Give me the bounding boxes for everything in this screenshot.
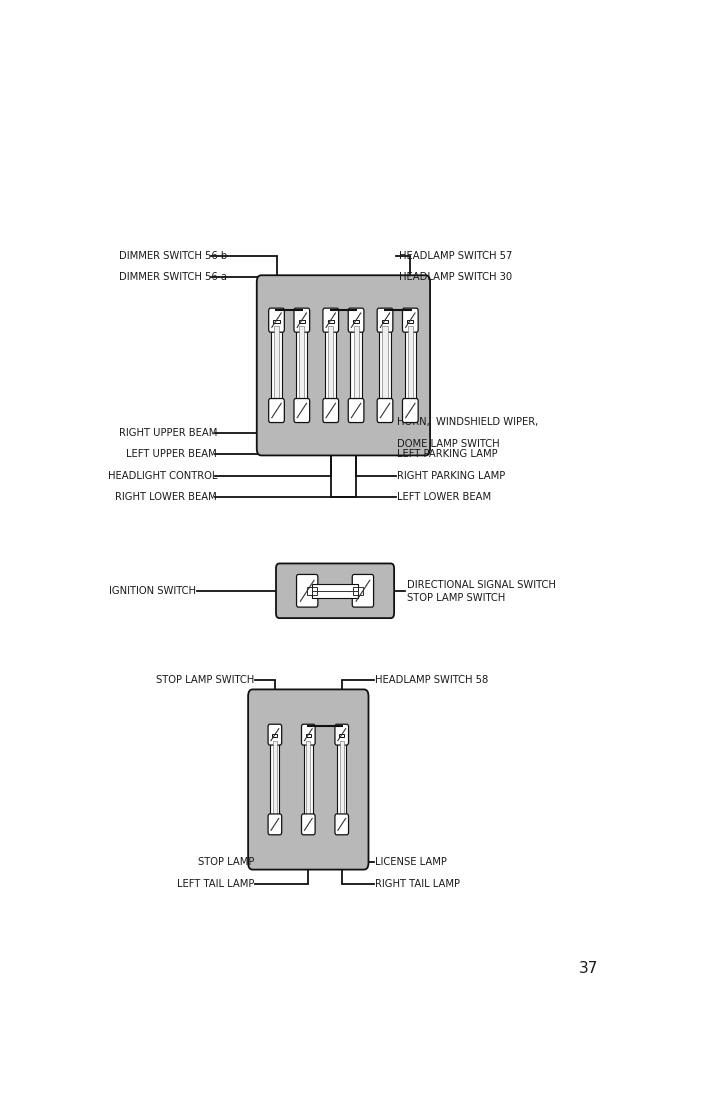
- FancyBboxPatch shape: [269, 398, 284, 423]
- FancyBboxPatch shape: [323, 308, 339, 333]
- Bar: [270, 736, 280, 823]
- Text: HEADLAMP SWITCH 30: HEADLAMP SWITCH 30: [399, 273, 512, 283]
- Text: LEFT LOWER BEAM: LEFT LOWER BEAM: [398, 492, 492, 502]
- Bar: [312, 587, 316, 594]
- Bar: [325, 322, 336, 408]
- Text: LEFT UPPER BEAM: LEFT UPPER BEAM: [126, 449, 217, 459]
- FancyBboxPatch shape: [335, 724, 349, 745]
- Bar: [383, 326, 388, 405]
- Bar: [299, 326, 304, 405]
- FancyBboxPatch shape: [257, 275, 430, 456]
- Text: LICENSE LAMP: LICENSE LAMP: [375, 857, 447, 867]
- FancyBboxPatch shape: [248, 690, 368, 869]
- FancyBboxPatch shape: [296, 574, 318, 607]
- Bar: [380, 322, 390, 408]
- FancyBboxPatch shape: [268, 814, 282, 835]
- FancyBboxPatch shape: [268, 724, 282, 745]
- FancyBboxPatch shape: [403, 308, 418, 333]
- Bar: [303, 736, 313, 823]
- Text: IGNITION SWITCH: IGNITION SWITCH: [109, 586, 196, 596]
- Bar: [273, 822, 278, 825]
- Bar: [407, 408, 413, 411]
- Text: STOP LAMP SWITCH: STOP LAMP SWITCH: [408, 593, 505, 603]
- Bar: [354, 326, 359, 405]
- Text: HORN,  WINDSHIELD WIPER,: HORN, WINDSHIELD WIPER,: [398, 417, 539, 427]
- Bar: [273, 408, 280, 411]
- FancyBboxPatch shape: [269, 308, 284, 333]
- Bar: [274, 326, 279, 405]
- Text: HEADLAMP SWITCH 58: HEADLAMP SWITCH 58: [375, 674, 488, 684]
- Text: RIGHT LOWER BEAM: RIGHT LOWER BEAM: [115, 492, 217, 502]
- Bar: [306, 741, 311, 818]
- Text: LEFT PARKING LAMP: LEFT PARKING LAMP: [398, 449, 498, 459]
- Bar: [311, 583, 359, 598]
- Bar: [353, 319, 360, 323]
- Bar: [306, 734, 311, 737]
- Bar: [382, 319, 388, 323]
- FancyBboxPatch shape: [377, 398, 393, 423]
- Bar: [405, 322, 416, 408]
- Bar: [350, 322, 362, 408]
- Text: 37: 37: [579, 960, 598, 976]
- Text: RIGHT UPPER BEAM: RIGHT UPPER BEAM: [119, 428, 217, 438]
- Bar: [306, 822, 311, 825]
- FancyBboxPatch shape: [377, 308, 393, 333]
- Bar: [339, 822, 344, 825]
- Bar: [407, 319, 413, 323]
- Bar: [354, 587, 358, 594]
- Text: STOP LAMP SWITCH: STOP LAMP SWITCH: [156, 674, 255, 684]
- FancyBboxPatch shape: [348, 308, 364, 333]
- Text: RIGHT PARKING LAMP: RIGHT PARKING LAMP: [398, 470, 505, 480]
- Bar: [273, 741, 277, 818]
- Bar: [328, 408, 334, 411]
- FancyBboxPatch shape: [301, 814, 315, 835]
- Text: HEADLIGHT CONTROL: HEADLIGHT CONTROL: [108, 470, 217, 480]
- Bar: [337, 736, 347, 823]
- Bar: [271, 322, 282, 408]
- Text: RIGHT TAIL LAMP: RIGHT TAIL LAMP: [375, 878, 460, 888]
- Bar: [299, 319, 305, 323]
- Text: DIRECTIONAL SIGNAL SWITCH: DIRECTIONAL SIGNAL SWITCH: [408, 580, 557, 590]
- FancyBboxPatch shape: [301, 724, 315, 745]
- Bar: [328, 319, 334, 323]
- FancyBboxPatch shape: [348, 398, 364, 423]
- Text: STOP LAMP: STOP LAMP: [198, 857, 255, 867]
- FancyBboxPatch shape: [294, 308, 310, 333]
- Bar: [296, 322, 308, 408]
- Bar: [273, 734, 278, 737]
- Text: DOME LAMP SWITCH: DOME LAMP SWITCH: [398, 439, 500, 449]
- Bar: [339, 741, 344, 818]
- Bar: [339, 734, 344, 737]
- Bar: [359, 587, 363, 594]
- FancyBboxPatch shape: [323, 398, 339, 423]
- FancyBboxPatch shape: [294, 398, 310, 423]
- Text: HEADLAMP SWITCH 57: HEADLAMP SWITCH 57: [399, 251, 513, 261]
- Bar: [382, 408, 388, 411]
- Text: DIMMER SWITCH 56 b: DIMMER SWITCH 56 b: [119, 251, 227, 261]
- Bar: [408, 326, 413, 405]
- Text: LEFT TAIL LAMP: LEFT TAIL LAMP: [177, 878, 255, 888]
- Bar: [273, 319, 280, 323]
- Bar: [329, 326, 334, 405]
- Bar: [307, 587, 311, 594]
- FancyBboxPatch shape: [352, 574, 374, 607]
- FancyBboxPatch shape: [276, 563, 394, 618]
- Bar: [299, 408, 305, 411]
- Text: DIMMER SWITCH 56 a: DIMMER SWITCH 56 a: [119, 273, 227, 283]
- Bar: [353, 408, 360, 411]
- FancyBboxPatch shape: [403, 398, 418, 423]
- FancyBboxPatch shape: [335, 814, 349, 835]
